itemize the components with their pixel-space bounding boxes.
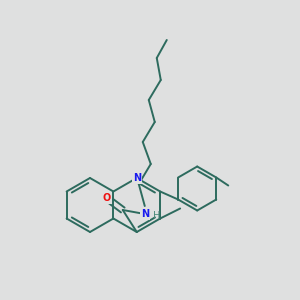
- Text: O: O: [103, 193, 111, 203]
- Text: N: N: [141, 209, 149, 219]
- Text: N: N: [133, 173, 141, 183]
- Text: H: H: [153, 211, 160, 221]
